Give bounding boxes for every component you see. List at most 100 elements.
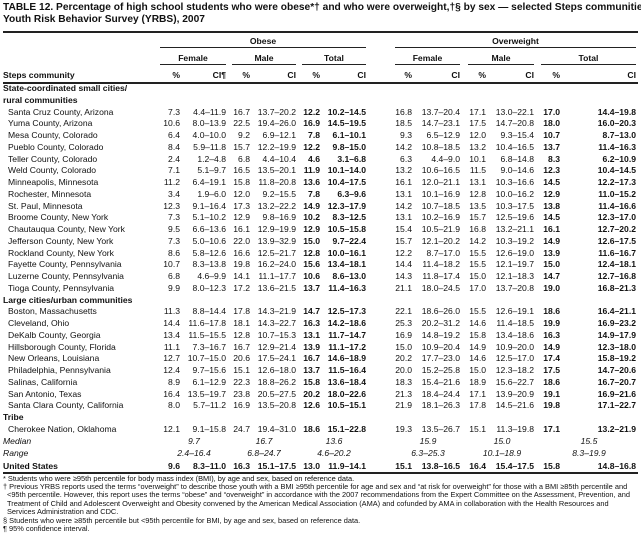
column-header-ci: CI bbox=[504, 70, 534, 80]
row-label-header: Steps community bbox=[3, 70, 75, 80]
ci-cell: 12.9–19.9 bbox=[258, 224, 296, 235]
percent-cell: 9.3 bbox=[400, 130, 412, 141]
percent-cell: 15.8 bbox=[543, 461, 560, 472]
percent-cell: 8.9 bbox=[168, 377, 180, 388]
ci-cell: 15.6–22.7 bbox=[496, 377, 534, 388]
ci-cell: 12.5–19.6 bbox=[496, 212, 534, 223]
column-header-percent: % bbox=[162, 70, 180, 80]
title-line-1: TABLE 12. Percentage of high school stud… bbox=[3, 2, 641, 14]
percent-cell: 17.1 bbox=[469, 107, 486, 118]
percent-cell: 12.9 bbox=[303, 224, 320, 235]
percent-cell: 6.8 bbox=[238, 154, 250, 165]
ci-cell: 7.3–16.7 bbox=[193, 342, 226, 353]
ci-cell: 6.8–14.8 bbox=[501, 154, 534, 165]
percent-cell: 17.8 bbox=[469, 400, 486, 411]
percent-cell: 10.7 bbox=[543, 130, 560, 141]
percent-cell: 11.1 bbox=[164, 342, 180, 353]
ci-cell: 11.7–14.7 bbox=[328, 330, 366, 341]
percent-cell: 14.1 bbox=[233, 271, 250, 282]
percent-cell: 16.9 bbox=[303, 118, 320, 129]
ci-cell: 18.0–24.5 bbox=[422, 283, 460, 294]
percent-cell: 10.2 bbox=[303, 212, 320, 223]
ci-cell: 11.5–15.5 bbox=[188, 330, 226, 341]
ci-cell: 14.6–18.9 bbox=[328, 353, 366, 364]
percent-cell: 9.6 bbox=[168, 461, 180, 472]
ci-cell: 10.2–14.5 bbox=[328, 107, 366, 118]
range-value: 10.1–18.9 bbox=[472, 448, 532, 459]
percent-cell: 21.1 bbox=[395, 283, 412, 294]
percent-cell: 23.8 bbox=[233, 389, 250, 400]
ci-cell: 8.6–13.0 bbox=[333, 271, 366, 282]
percent-cell: 14.7 bbox=[543, 271, 560, 282]
community-name: Pueblo County, Colorado bbox=[8, 142, 103, 153]
ci-cell: 12.1–18.3 bbox=[496, 271, 534, 282]
percent-cell: 15.8 bbox=[469, 330, 486, 341]
ci-cell: 9.3–15.4 bbox=[501, 130, 534, 141]
percent-cell: 6.4 bbox=[168, 130, 180, 141]
ci-cell: 13.2–21.1 bbox=[496, 224, 534, 235]
community-name: San Antonio, Texas bbox=[8, 389, 81, 400]
percent-cell: 19.3 bbox=[395, 424, 412, 435]
percent-cell: 10.6 bbox=[163, 118, 180, 129]
percent-cell: 13.4 bbox=[163, 330, 180, 341]
ci-cell: 13.9–20.9 bbox=[496, 389, 534, 400]
percent-cell: 15.0 bbox=[543, 259, 560, 270]
ci-cell: 9.7–22.4 bbox=[333, 236, 366, 247]
ci-cell: 11.4–18.5 bbox=[496, 318, 534, 329]
percent-cell: 15.0 bbox=[303, 236, 320, 247]
community-name: Chautauqua County, New York bbox=[8, 224, 125, 235]
percent-cell: 16.1 bbox=[233, 224, 250, 235]
ci-cell: 12.3–17.0 bbox=[598, 212, 636, 223]
ci-cell: 13.5–20.1 bbox=[258, 165, 296, 176]
percent-cell: 12.3 bbox=[543, 165, 560, 176]
percent-cell: 17.3 bbox=[233, 201, 250, 212]
ci-cell: 14.7–20.8 bbox=[496, 118, 534, 129]
ci-cell: 15.1–22.8 bbox=[328, 424, 366, 435]
ci-cell: 10.7–15.3 bbox=[258, 330, 296, 341]
percent-cell: 15.1 bbox=[395, 461, 412, 472]
percent-cell: 7.8 bbox=[308, 189, 320, 200]
ci-cell: 13.2–22.2 bbox=[258, 201, 296, 212]
ci-cell: 17.7–23.0 bbox=[422, 353, 460, 364]
ci-cell: 18.0–22.6 bbox=[328, 389, 366, 400]
section-heading: State-coordinated small cities/ bbox=[3, 83, 127, 94]
ci-cell: 10.7–15.0 bbox=[188, 353, 226, 364]
community-name: Weld County, Colorado bbox=[8, 165, 96, 176]
percent-cell: 7.1 bbox=[168, 165, 180, 176]
ci-cell: 5.1–9.7 bbox=[197, 165, 226, 176]
percent-cell: 16.7 bbox=[233, 342, 250, 353]
footnotes: * Students who were ≥95th percentile for… bbox=[3, 475, 637, 533]
percent-cell: 15.7 bbox=[469, 212, 486, 223]
column-header-ci: CI bbox=[336, 70, 366, 80]
median-value: 9.7 bbox=[164, 436, 224, 447]
ci-cell: 14.5–21.6 bbox=[496, 400, 534, 411]
ci-cell: 13.4–18.6 bbox=[496, 330, 534, 341]
percent-cell: 22.1 bbox=[395, 306, 412, 317]
percent-cell: 16.7 bbox=[233, 107, 250, 118]
ci-cell: 4.0–10.0 bbox=[193, 130, 226, 141]
ci-cell: 5.7–11.2 bbox=[193, 400, 226, 411]
ci-cell: 10.1–14.0 bbox=[328, 165, 366, 176]
ci-cell: 8.8–14.4 bbox=[193, 306, 226, 317]
column-header-ci: CI bbox=[266, 70, 296, 80]
ci-cell: 10.3–16.6 bbox=[496, 177, 534, 188]
percent-cell: 7.3 bbox=[168, 212, 180, 223]
percent-cell: 15.1 bbox=[233, 365, 250, 376]
ci-cell: 11.8–20.8 bbox=[258, 177, 296, 188]
percent-cell: 18.1 bbox=[233, 318, 250, 329]
range-label: Range bbox=[3, 448, 28, 459]
us-label: United States bbox=[3, 461, 58, 472]
ci-cell: 18.1–26.3 bbox=[422, 400, 460, 411]
ci-cell: 11.6–17.8 bbox=[188, 318, 226, 329]
column-header-percent: % bbox=[232, 70, 250, 80]
percent-cell: 19.8 bbox=[543, 400, 560, 411]
percent-cell: 14.5 bbox=[543, 177, 560, 188]
percent-cell: 10.7 bbox=[163, 259, 180, 270]
percent-cell: 15.7 bbox=[233, 142, 250, 153]
ci-cell: 18.8–26.2 bbox=[258, 377, 296, 388]
percent-cell: 17.1 bbox=[543, 424, 560, 435]
percent-cell: 13.1 bbox=[303, 330, 320, 341]
ci-cell: 6.6–13.6 bbox=[193, 224, 226, 235]
subheader-obese-total: Total bbox=[302, 53, 366, 63]
ci-cell: 6.9–12.1 bbox=[263, 130, 296, 141]
